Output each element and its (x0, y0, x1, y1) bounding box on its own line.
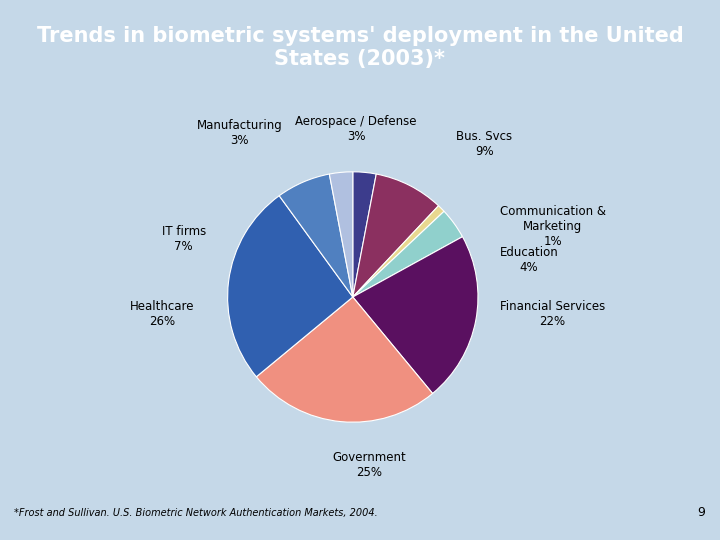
Wedge shape (329, 172, 353, 297)
Wedge shape (256, 297, 433, 422)
Text: Education
4%: Education 4% (500, 246, 559, 274)
Wedge shape (353, 174, 438, 297)
Wedge shape (353, 172, 377, 297)
Text: Manufacturing
3%: Manufacturing 3% (197, 119, 283, 147)
Text: 9: 9 (698, 507, 706, 519)
Wedge shape (353, 211, 462, 297)
Text: Bus. Svcs
9%: Bus. Svcs 9% (456, 131, 513, 158)
Wedge shape (353, 206, 444, 297)
Text: Government
25%: Government 25% (333, 450, 406, 478)
Text: Aerospace / Defense
3%: Aerospace / Defense 3% (295, 116, 417, 144)
Text: Healthcare
26%: Healthcare 26% (130, 300, 194, 328)
Text: Communication &
Marketing
1%: Communication & Marketing 1% (500, 205, 606, 248)
Wedge shape (353, 237, 478, 394)
Wedge shape (228, 195, 353, 377)
Text: IT firms
7%: IT firms 7% (162, 225, 206, 253)
Wedge shape (279, 174, 353, 297)
Text: Financial Services
22%: Financial Services 22% (500, 300, 605, 328)
Text: *Frost and Sullivan. U.S. Biometric Network Authentication Markets, 2004.: *Frost and Sullivan. U.S. Biometric Netw… (14, 508, 378, 518)
Text: Trends in biometric systems' deployment in the United
States (2003)*: Trends in biometric systems' deployment … (37, 25, 683, 69)
